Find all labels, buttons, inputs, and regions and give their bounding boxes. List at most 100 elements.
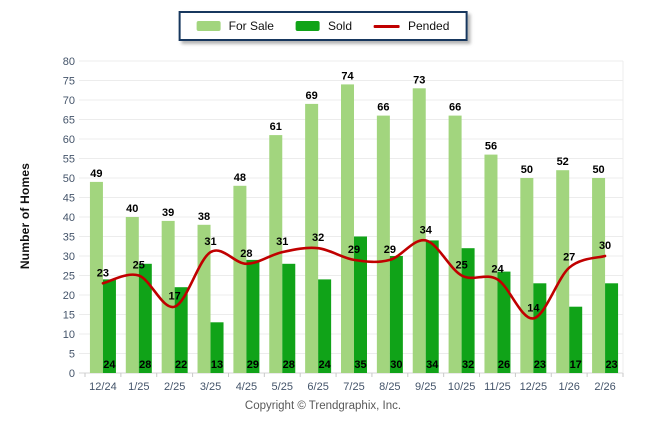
pended-value-label: 25 bbox=[455, 260, 467, 272]
y-tick-label: 75 bbox=[63, 76, 75, 88]
pended-value-label: 29 bbox=[348, 244, 360, 256]
bar-for-sale bbox=[448, 115, 462, 373]
y-tick-label: 80 bbox=[63, 56, 75, 68]
for-sale-value-label: 50 bbox=[521, 164, 533, 176]
for-sale-value-label: 69 bbox=[306, 90, 318, 102]
pended-value-label: 30 bbox=[599, 240, 611, 252]
x-tick-label: 2/25 bbox=[164, 381, 185, 393]
legend-item-label: Pended bbox=[408, 19, 450, 33]
bar-for-sale bbox=[341, 84, 354, 374]
bar-for-sale bbox=[125, 217, 139, 373]
pended-value-label: 14 bbox=[527, 302, 540, 314]
bar-sold bbox=[605, 283, 619, 373]
x-tick-label: 12/24 bbox=[89, 381, 117, 393]
bar-for-sale bbox=[592, 178, 606, 373]
bar-for-sale bbox=[412, 88, 426, 374]
for-sale-value-label: 74 bbox=[341, 70, 354, 82]
pended-value-label: 34 bbox=[420, 224, 433, 236]
pended-value-label: 27 bbox=[563, 252, 575, 264]
pended-value-label: 28 bbox=[240, 248, 252, 260]
legend-item-for-sale: For Sale bbox=[196, 19, 274, 33]
bar-for-sale bbox=[556, 170, 570, 373]
legend: For Sale Sold Pended bbox=[178, 11, 468, 41]
sold-value-label: 28 bbox=[139, 359, 151, 371]
y-tick-label: 20 bbox=[63, 290, 75, 302]
y-tick-label: 25 bbox=[63, 271, 75, 283]
y-tick-label: 55 bbox=[63, 154, 75, 166]
pended-value-label: 24 bbox=[491, 263, 504, 275]
y-tick-label: 60 bbox=[63, 134, 75, 146]
x-tick-label: 6/25 bbox=[307, 381, 328, 393]
bar-sold bbox=[318, 279, 332, 373]
y-tick-label: 15 bbox=[63, 310, 75, 322]
bar-for-sale bbox=[484, 154, 498, 373]
bar-sold bbox=[282, 263, 296, 373]
pended-value-label: 29 bbox=[384, 244, 396, 256]
sold-swatch bbox=[295, 21, 320, 31]
x-tick-label: 10/25 bbox=[448, 381, 476, 393]
y-tick-label: 45 bbox=[63, 193, 75, 205]
for-sale-value-label: 52 bbox=[557, 156, 569, 168]
sold-value-label: 30 bbox=[390, 359, 402, 371]
bar-sold bbox=[246, 259, 260, 373]
x-tick-label: 11/25 bbox=[484, 381, 511, 393]
for-sale-value-label: 66 bbox=[377, 102, 389, 114]
legend-item-label: For Sale bbox=[228, 19, 274, 33]
pended-value-label: 31 bbox=[204, 236, 216, 248]
pended-line bbox=[101, 239, 607, 320]
bar-sold bbox=[138, 263, 152, 373]
for-sale-value-label: 56 bbox=[485, 141, 497, 153]
y-tick-label: 40 bbox=[63, 212, 75, 224]
for-sale-value-label: 49 bbox=[90, 168, 102, 180]
bar-sold bbox=[389, 256, 403, 373]
pended-value-label: 17 bbox=[169, 291, 181, 303]
x-tick-label: 2/26 bbox=[594, 381, 615, 393]
x-tick-label: 5/25 bbox=[272, 381, 293, 393]
for-sale-value-label: 50 bbox=[592, 164, 604, 176]
pended-value-label: 23 bbox=[97, 267, 109, 279]
bars-sold bbox=[102, 236, 619, 373]
for-sale-value-label: 61 bbox=[270, 121, 282, 133]
x-tick-label: 7/25 bbox=[343, 381, 364, 393]
sold-value-label: 22 bbox=[175, 359, 187, 371]
legend-item-sold: Sold bbox=[295, 19, 353, 33]
sold-value-label: 13 bbox=[211, 359, 223, 371]
pended-value-label: 25 bbox=[133, 260, 145, 272]
y-tick-label: 50 bbox=[63, 173, 75, 185]
bar-sold bbox=[210, 322, 224, 373]
legend-item-label: Sold bbox=[327, 19, 353, 33]
bar-sold bbox=[533, 283, 547, 373]
for-sale-value-label: 38 bbox=[198, 211, 210, 223]
bar-sold bbox=[461, 248, 475, 373]
bar-sold bbox=[354, 236, 367, 373]
y-axis-labels: 0 5 10 15 20 25 30 35 40 45 50 55 60 65 70 75 80 bbox=[63, 56, 75, 380]
bar-sold bbox=[102, 279, 116, 373]
bar-for-sale bbox=[233, 185, 247, 373]
y-tick-label: 70 bbox=[63, 95, 75, 107]
pended-value-label: 32 bbox=[312, 232, 324, 244]
y-tick-label: 35 bbox=[63, 232, 75, 244]
sold-value-label: 34 bbox=[426, 359, 439, 371]
sold-value-label: 23 bbox=[534, 359, 546, 371]
pended-line-swatch bbox=[374, 24, 401, 28]
x-tick-label: 9/25 bbox=[415, 381, 436, 393]
copyright-text: Copyright © Trendgraphix, Inc. bbox=[244, 400, 402, 412]
value-labels: 49 40 39 38 48 61 69 74 66 73 66 56 50 52 50 24 28 22 13 29… bbox=[90, 70, 617, 371]
bar-for-sale bbox=[197, 224, 211, 373]
y-tick-label: 0 bbox=[69, 368, 75, 380]
sold-value-label: 28 bbox=[283, 359, 295, 371]
x-tick-label: 3/25 bbox=[200, 381, 221, 393]
sold-value-label: 35 bbox=[354, 359, 366, 371]
legend-item-pended: Pended bbox=[374, 19, 449, 33]
y-axis-title: Number of Homes bbox=[18, 162, 32, 270]
sold-value-label: 32 bbox=[462, 359, 474, 371]
sold-value-label: 24 bbox=[103, 359, 116, 371]
bar-sold bbox=[425, 240, 439, 373]
for-sale-value-label: 66 bbox=[449, 102, 461, 114]
x-tick-label: 12/25 bbox=[520, 381, 548, 393]
sold-value-label: 17 bbox=[570, 359, 582, 371]
y-tick-label: 65 bbox=[63, 115, 75, 127]
y-tick-label: 5 bbox=[69, 349, 75, 361]
